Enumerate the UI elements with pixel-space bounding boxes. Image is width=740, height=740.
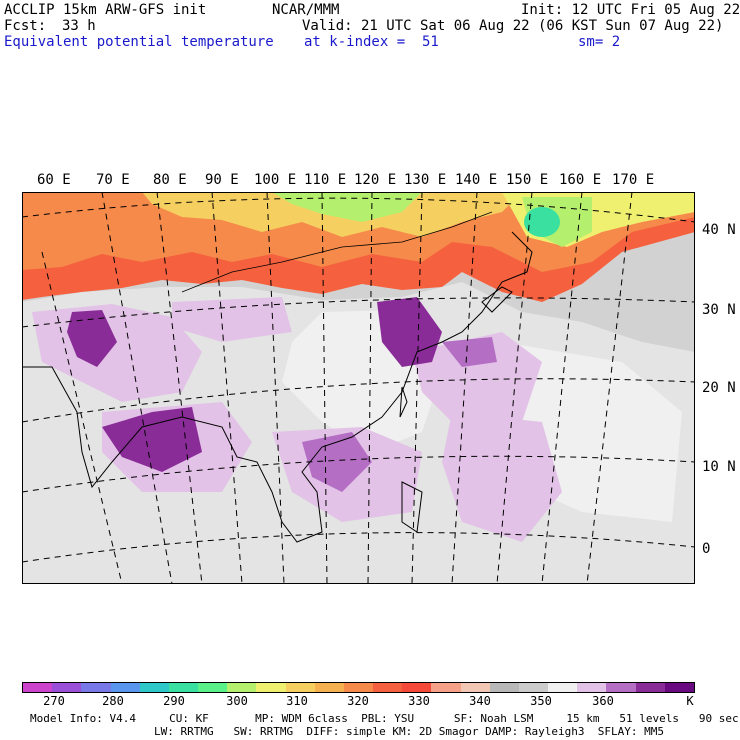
colorbar-swatch xyxy=(635,683,665,692)
colorbar-swatch xyxy=(23,683,53,692)
lon-label: 100 E xyxy=(254,172,297,188)
colorbar-swatch xyxy=(402,683,432,692)
lat-label: 10 N xyxy=(702,459,736,475)
lat-label: 0 xyxy=(702,541,711,557)
title-left: ACCLIP 15km ARW-GFS init xyxy=(4,2,207,18)
colorbar-label: 290 xyxy=(163,694,185,708)
lat-label: 40 N xyxy=(702,222,736,238)
colorbar-swatch xyxy=(548,683,578,692)
graticule xyxy=(22,192,695,584)
purple-east-china xyxy=(377,297,442,367)
philippines-outline xyxy=(401,481,423,533)
lat-label: 20 N xyxy=(702,380,736,396)
map-frame xyxy=(22,192,695,584)
border-line xyxy=(181,211,493,293)
field-name: Equivalent potential temperature xyxy=(4,34,274,50)
colorbar-swatch xyxy=(198,683,228,692)
forecast-label: Fcst: xyxy=(4,18,47,34)
colorbar-swatch xyxy=(343,683,374,692)
colorbar-swatch xyxy=(431,683,461,692)
colorbar-label: 320 xyxy=(347,694,369,708)
colorbar-swatch xyxy=(52,683,82,692)
colorbar-swatch xyxy=(256,683,286,692)
lon-label: 160 E xyxy=(559,172,602,188)
forecast-hours: 33 h xyxy=(62,18,96,34)
lat-label: 30 N xyxy=(702,302,736,318)
purple-south-china-sea xyxy=(302,432,372,492)
colorbar-swatch xyxy=(285,683,315,692)
org-label: NCAR/MMM xyxy=(272,2,340,18)
colorbar-label: 270 xyxy=(43,694,65,708)
colorbar-swatch xyxy=(373,683,403,692)
purple-nw-india xyxy=(67,310,117,367)
lavender-philippine-sea xyxy=(442,412,562,542)
lavender-east-china-sea xyxy=(412,332,542,422)
lon-label: 60 E xyxy=(37,172,71,188)
colorbar-swatch xyxy=(460,683,490,692)
theta-e-map xyxy=(22,192,695,584)
lon-label: 170 E xyxy=(612,172,655,188)
smoothing: sm= 2 xyxy=(578,34,621,50)
lon-label: 140 E xyxy=(455,172,498,188)
lon-label: 130 E xyxy=(404,172,447,188)
colorbar-swatch xyxy=(110,683,140,692)
model-info-line1: Model Info: V4.4 CU: KF MP: WDM 6class P… xyxy=(30,712,739,725)
lon-label: 110 E xyxy=(304,172,347,188)
colorbar-swatch xyxy=(518,683,549,692)
lon-label: 80 E xyxy=(153,172,187,188)
warm-band-lightgreen xyxy=(272,192,422,222)
purple-south-japan xyxy=(442,337,497,367)
colorbar-swatch xyxy=(227,683,257,692)
colorbar-label: 300 xyxy=(226,694,248,708)
colorbar-swatch xyxy=(314,683,344,692)
colorbar-swatch xyxy=(577,683,607,692)
colorbar-swatch xyxy=(168,683,199,692)
level-index: at k-index = 51 xyxy=(304,34,439,50)
japan-outline xyxy=(481,286,513,313)
purple-bay-of-bengal xyxy=(102,407,202,472)
colorbar-swatch xyxy=(81,683,111,692)
colorbar-unit: K xyxy=(686,694,694,708)
lon-label: 120 E xyxy=(354,172,397,188)
colorbar-label: 280 xyxy=(102,694,124,708)
colorbar-label: 310 xyxy=(286,694,308,708)
colorbar-label: 350 xyxy=(530,694,552,708)
lavender-tibet xyxy=(172,297,292,342)
cold-core-green xyxy=(524,207,560,237)
colorbar-swatch xyxy=(489,683,519,692)
colorbar-label: 360 xyxy=(592,694,614,708)
lon-label: 90 E xyxy=(205,172,239,188)
valid-time: Valid: 21 UTC Sat 06 Aug 22 (06 KST Sun … xyxy=(302,18,724,34)
init-time: Init: 12 UTC Fri 05 Aug 22 xyxy=(521,2,740,18)
colorbar-swatch xyxy=(606,683,636,692)
model-info-line2: LW: RRTMG SW: RRTMG DIFF: simple KM: 2D … xyxy=(154,725,664,738)
colorbar-swatch xyxy=(664,683,694,692)
lon-label: 70 E xyxy=(96,172,130,188)
colorbar-swatch xyxy=(139,683,169,692)
taiwan-outline xyxy=(399,386,408,418)
colorbar-label: 330 xyxy=(408,694,430,708)
colorbar-label: 340 xyxy=(469,694,491,708)
colorbar xyxy=(22,682,695,693)
lon-label: 150 E xyxy=(506,172,549,188)
